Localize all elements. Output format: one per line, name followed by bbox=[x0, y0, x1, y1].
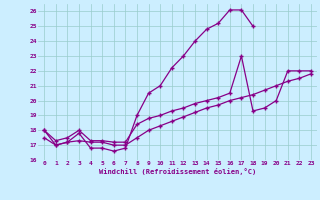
X-axis label: Windchill (Refroidissement éolien,°C): Windchill (Refroidissement éolien,°C) bbox=[99, 168, 256, 175]
